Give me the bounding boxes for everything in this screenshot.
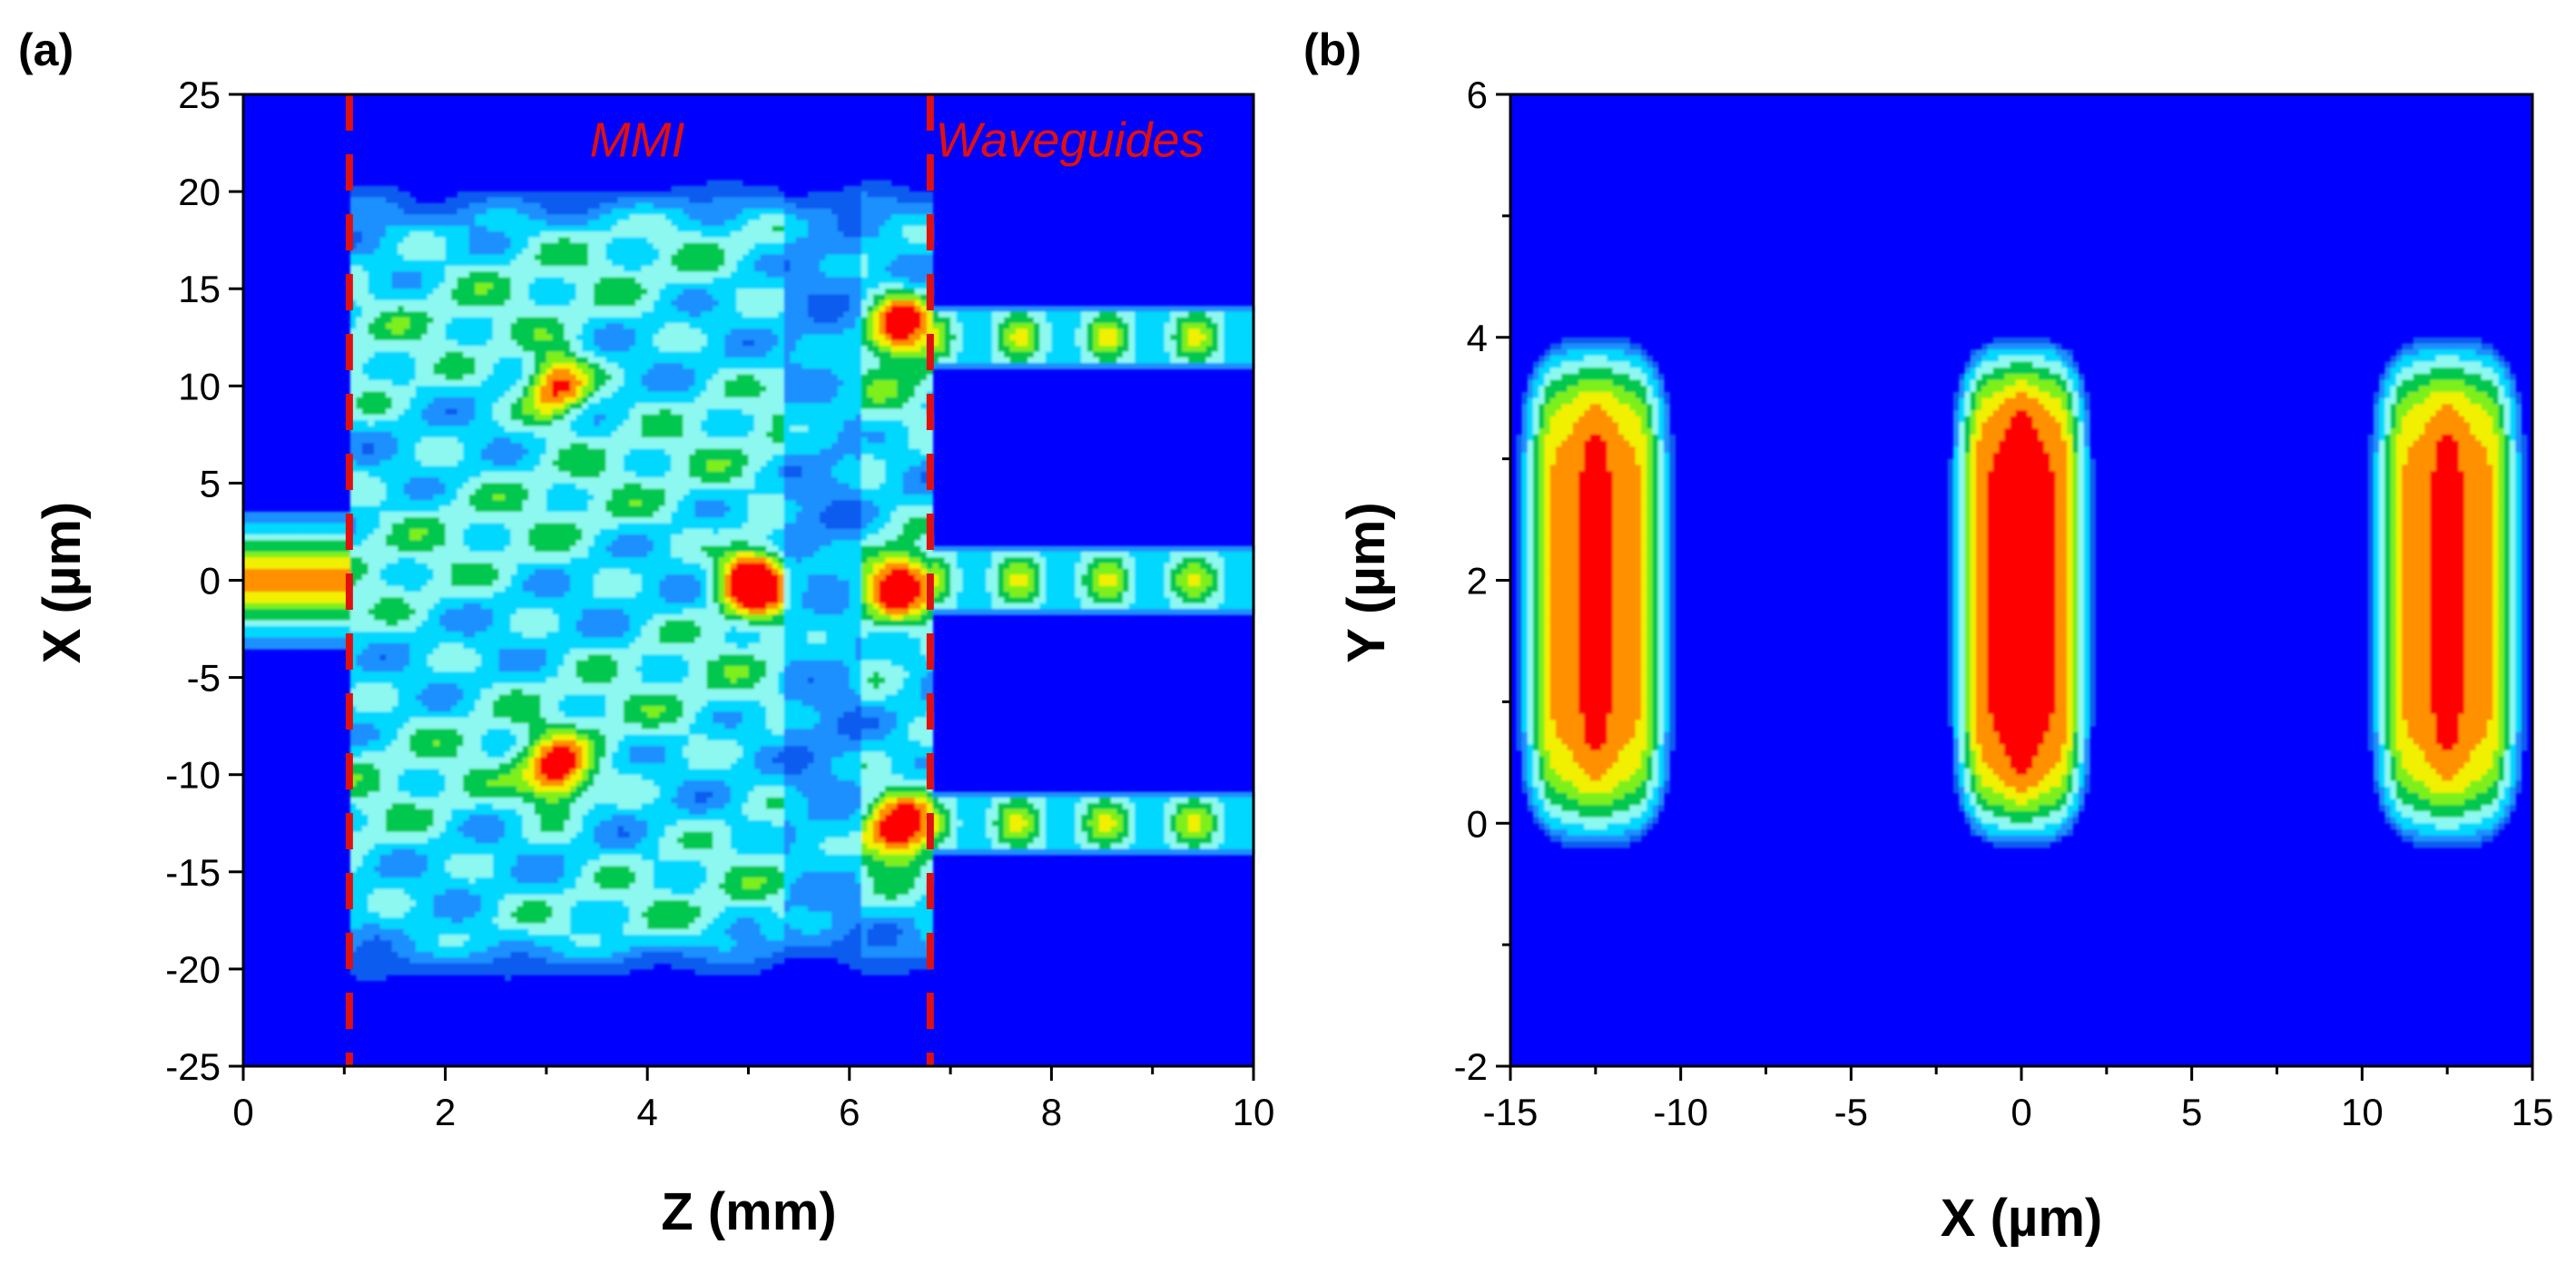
panel-b-label: (b) [1303,24,1362,75]
y-tick-label: 20 [178,171,221,213]
x-tick-label: 0 [2011,1091,2031,1133]
x-tick-label: 15 [2512,1091,2554,1133]
y-tick-label: -20 [165,948,221,991]
x-tick-label: -15 [1483,1091,1539,1133]
y-tick-label: -10 [165,754,221,797]
x-tick-label: 2 [435,1091,456,1133]
x-tick-label: 10 [2341,1091,2384,1133]
panel-a-y-axis-title: X (µm) [33,502,92,663]
panel-a-x-axis-title: Z (mm) [661,1182,836,1241]
x-tick-label: 5 [2181,1091,2202,1133]
y-tick-label: 4 [1467,317,1488,359]
y-tick-label: -5 [187,657,221,700]
panel-a-contour-field [243,180,1254,982]
annotation-mmi: MMI [590,113,685,168]
y-tick-label: -25 [165,1045,221,1088]
x-tick-label: 8 [1041,1091,1062,1133]
panel-a: (a) MMI Waveguides 0 2 4 6 8 10 25 20 15 10 5 0 -5 -10… [18,24,1274,1241]
y-tick-label: 2 [1467,560,1488,603]
y-tick-label: 15 [178,268,221,310]
annotation-waveguides: Waveguides [935,113,1204,168]
panel-b-x-axis-title: X (µm) [1941,1189,2102,1248]
panel-b-contour-field [1516,337,2528,848]
y-tick-label: 5 [200,462,221,505]
panel-a-axes: 0 2 4 6 8 10 25 20 15 10 5 0 -5 -10 -15 -20 -25 [165,74,1274,1133]
x-tick-label: 6 [839,1091,860,1133]
x-tick-label: -10 [1653,1091,1708,1133]
panel-a-label: (a) [18,24,74,75]
y-tick-label: -2 [1454,1045,1488,1088]
x-tick-label: 0 [232,1091,253,1133]
y-tick-label: 0 [1467,802,1488,845]
panel-a-plot-area: MMI Waveguides [243,94,1254,1066]
panel-b-axes: -15 -10 -5 0 5 10 15 6 4 2 0 -2 [1454,74,2554,1133]
y-tick-label: 6 [1467,74,1488,116]
panel-b: (b) -15 -10 -5 0 5 10 15 6 4 2 0 -2 X (µm) Y (µm) [1303,24,2553,1248]
panel-b-plot-area [1510,94,2532,1066]
x-tick-label: 10 [1233,1091,1275,1133]
y-tick-label: 10 [178,365,221,407]
x-tick-label: -5 [1834,1091,1868,1133]
panel-b-y-axis-title: Y (µm) [1337,502,1396,662]
x-tick-label: 4 [637,1091,658,1133]
y-tick-label: 0 [200,560,221,603]
y-tick-label: -15 [165,851,221,894]
y-tick-label: 25 [178,74,221,116]
